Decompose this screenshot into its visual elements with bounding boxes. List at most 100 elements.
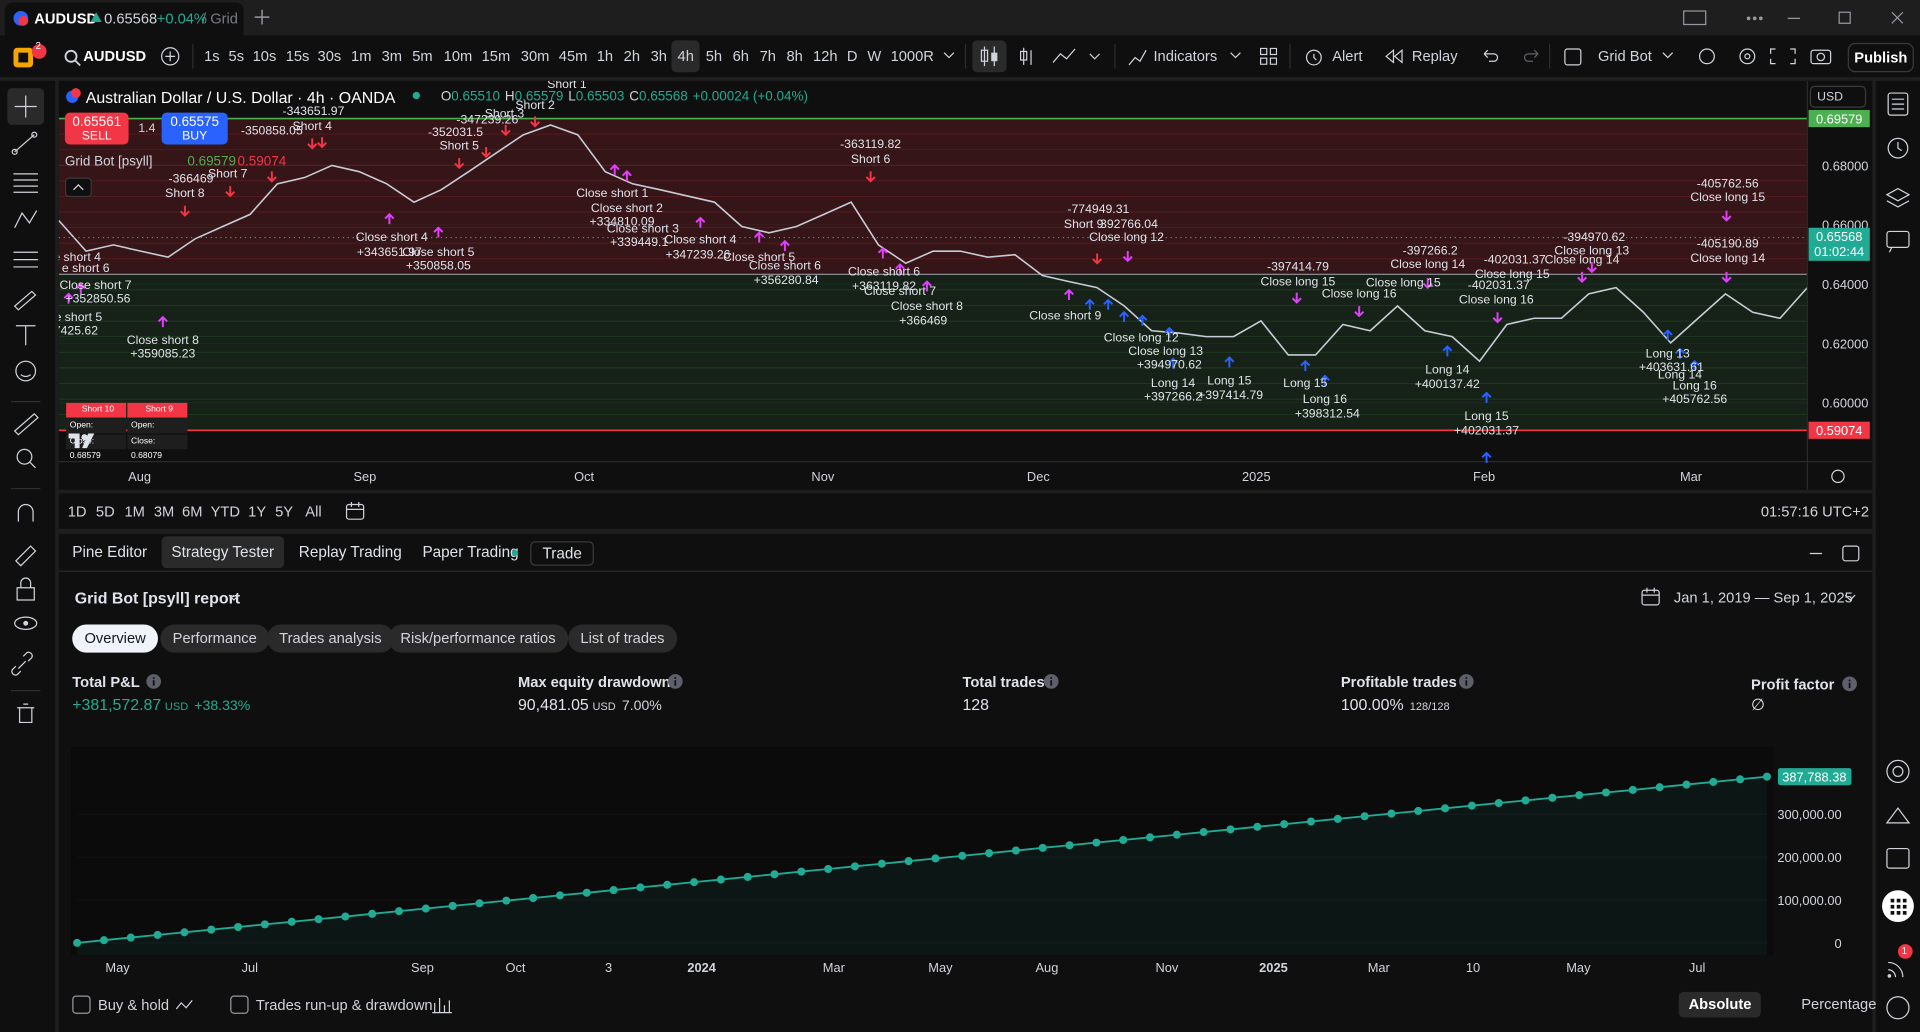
panel-controls[interactable] [1807,544,1861,564]
equity-point [555,891,564,900]
new-tab-icon[interactable] [253,9,270,26]
trade-arrow [1577,271,1588,284]
option-label[interactable]: Buy & hold [97,996,170,1014]
chevron[interactable] [228,594,240,604]
equity-point [609,886,618,895]
panel-tab[interactable]: Pine Editor [72,543,148,561]
panel-tab[interactable]: Trade [530,541,595,566]
info-icon[interactable] [667,673,683,689]
range-button[interactable]: YTD [210,503,240,521]
option-label[interactable]: Trades run-up & drawdown [255,996,433,1014]
checkbox[interactable] [72,995,91,1014]
chevron[interactable] [1229,51,1241,61]
equity-point [475,899,484,908]
trade-arrow [225,186,236,198]
interval-button[interactable]: 1000R [890,47,934,65]
replay-button[interactable]: Replay [1411,47,1458,65]
buy-button[interactable]: 0.65575 BUY [161,112,228,145]
stat-value: 128 [962,695,990,714]
report-title[interactable]: Grid Bot [psyll] report [74,588,241,608]
tv-logo [68,433,95,449]
interval-button[interactable]: 12h [813,47,838,65]
interval-button[interactable]: 45m [558,47,588,65]
separator [192,44,194,69]
interval-button[interactable]: 1m [351,47,372,65]
report-tab[interactable]: Trades analysis [266,624,394,653]
range-button[interactable]: 1Y [248,503,267,521]
date-range[interactable]: Jan 1, 2019 — Sep 1, 2025 [1673,588,1853,607]
toolbar-icons[interactable] [1697,45,1838,67]
layout-name[interactable]: Grid Bot [1597,47,1652,65]
interval-button[interactable]: 4h [671,40,701,73]
interval-button[interactable]: D [846,47,858,65]
interval-button[interactable]: 30m [520,47,550,65]
info-icon[interactable] [1842,676,1858,692]
mode-button[interactable]: Percentage [1801,995,1877,1013]
range-button[interactable]: 1D [67,503,87,521]
interval-button[interactable]: 5s [228,47,245,65]
layout-icon [1564,48,1582,66]
trade-annotation: Close short 9 [1029,309,1101,323]
trade-annotation: Long 15 [1464,409,1508,423]
report-tab[interactable]: Performance [160,624,270,653]
range-button[interactable]: 5D [95,503,115,521]
range-button[interactable]: 6M [182,503,203,521]
collapse-legend[interactable] [64,177,92,198]
user-avatar[interactable] [10,44,47,71]
interval-button[interactable]: 3m [381,47,403,65]
info-icon[interactable] [1043,673,1059,689]
browser-tab[interactable] [4,2,244,36]
layouts-icon[interactable] [1260,47,1278,65]
symbol-search[interactable]: AUDUSD [83,47,147,65]
range-button[interactable]: All [305,503,322,521]
currency-select[interactable]: USD [1809,85,1867,108]
equity-point [1548,793,1557,802]
interval-button[interactable]: 1h [596,47,614,65]
undo-redo[interactable] [1479,47,1543,67]
report-tab[interactable]: Overview [72,624,158,653]
x-tick-label: 10 [1466,960,1480,975]
interval-button[interactable]: 8h [786,47,803,65]
chevron[interactable] [1844,594,1856,604]
panel-tab[interactable]: Replay Trading [298,543,402,561]
publish-button[interactable]: Publish [1847,42,1914,73]
interval-button[interactable]: 3h [650,47,667,65]
interval-button[interactable]: 6h [732,47,749,65]
interval-button[interactable]: 7h [759,47,776,65]
range-button[interactable]: 3M [153,503,175,521]
info-icon[interactable] [1458,673,1474,689]
compare-icon[interactable] [160,47,180,67]
trade-arrow [1689,359,1700,372]
interval-button[interactable]: 10m [443,47,473,65]
last-price-box [1808,227,1870,261]
trade-arrow [1442,345,1453,357]
interval-button[interactable]: 5m [412,47,433,65]
sell-button[interactable]: 0.65561 SELL [64,112,129,145]
interval-button[interactable]: 1s [204,47,220,65]
panel-tab[interactable]: Paper Trading [422,543,519,561]
indicators-button[interactable]: Indicators [1153,47,1218,65]
interval-button[interactable]: 15s [285,47,310,65]
report-tab[interactable]: Risk/performance ratios [388,624,568,653]
panel-tab[interactable]: Strategy Tester [161,536,284,569]
checkbox[interactable] [230,995,249,1014]
x-tick-label: Dec [1027,469,1050,484]
report-tab[interactable]: List of trades [568,624,677,653]
alert-button[interactable]: Alert [1332,47,1363,65]
chart-type-icons[interactable] [972,40,1107,73]
interval-button[interactable]: W [867,47,882,65]
y-tick-label: 0.62000 [1822,336,1868,351]
chevron[interactable] [1662,51,1674,61]
range-button[interactable]: 1M [124,503,145,521]
chevron[interactable] [943,51,955,61]
top-toolbar [0,35,1920,81]
interval-button[interactable]: 15m [481,47,511,65]
info-icon[interactable] [146,673,162,689]
interval-button[interactable]: 30s [317,47,342,65]
mode-button[interactable]: Absolute [1678,991,1762,1018]
range-button[interactable]: 5Y [275,503,294,521]
interval-button[interactable]: 5h [705,47,723,65]
interval-button[interactable]: 10s [252,47,277,65]
interval-button[interactable]: 2h [623,47,641,65]
goto-date-icon[interactable] [345,501,365,521]
